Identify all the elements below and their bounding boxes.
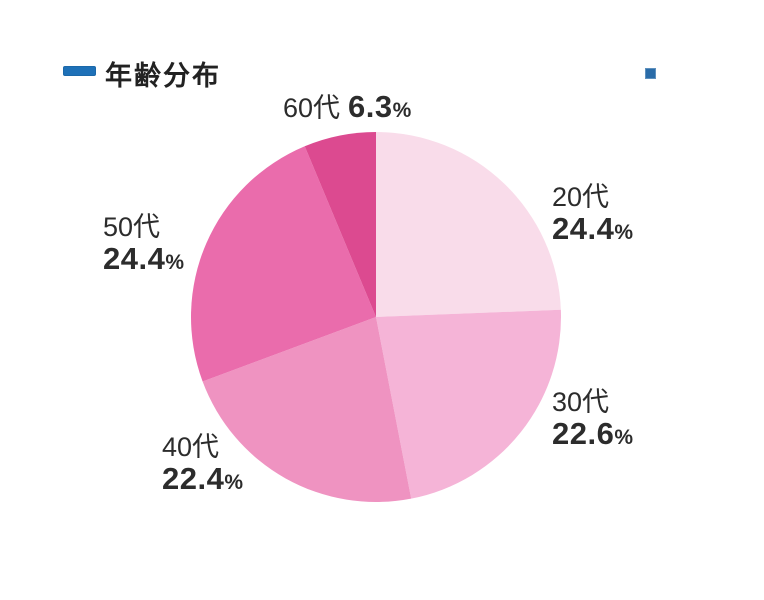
- slice-value: 24.4: [552, 211, 615, 247]
- accent-square-icon: [645, 68, 656, 79]
- slice-unit: %: [224, 471, 244, 495]
- slice-value: 6.3: [348, 89, 393, 124]
- pie-slice-1: [376, 309, 562, 499]
- slice-label-50s: 50代 24.4%: [103, 212, 184, 277]
- slice-label-20s: 20代 24.4%: [552, 182, 633, 247]
- pie-slice-0: [376, 132, 561, 317]
- chart-title: 年齢分布: [105, 61, 221, 91]
- slice-name: 50代: [103, 212, 161, 242]
- slice-value: 22.6: [552, 416, 615, 452]
- pie-slice-3: [190, 146, 376, 382]
- slice-name: 40代: [162, 432, 220, 462]
- slice-unit: %: [614, 426, 634, 450]
- pie-slice-4: [304, 132, 376, 317]
- slice-name: 60代: [283, 93, 341, 123]
- slice-label-60s: 60代 6.3%: [283, 89, 412, 125]
- slice-value: 24.4: [103, 241, 166, 277]
- slice-unit: %: [392, 99, 412, 122]
- slice-value: 22.4: [162, 461, 225, 497]
- slice-name: 30代: [552, 387, 610, 417]
- slice-label-30s: 30代 22.6%: [552, 387, 633, 452]
- pie-slice-2: [202, 317, 412, 502]
- slice-name: 20代: [552, 182, 610, 212]
- slice-unit: %: [614, 221, 634, 245]
- slice-label-40s: 40代 22.4%: [162, 432, 243, 497]
- title-dash-icon: [63, 66, 96, 76]
- slice-unit: %: [165, 251, 185, 275]
